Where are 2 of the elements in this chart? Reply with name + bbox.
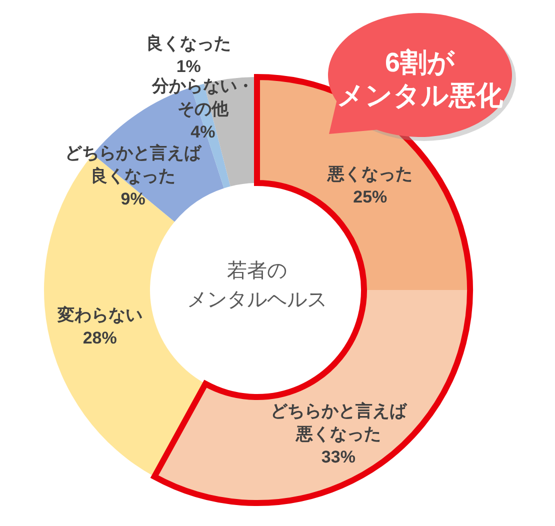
- text: 若者のメンタルヘルス: [187, 260, 327, 311]
- text: 6割がメンタル悪化: [337, 48, 504, 110]
